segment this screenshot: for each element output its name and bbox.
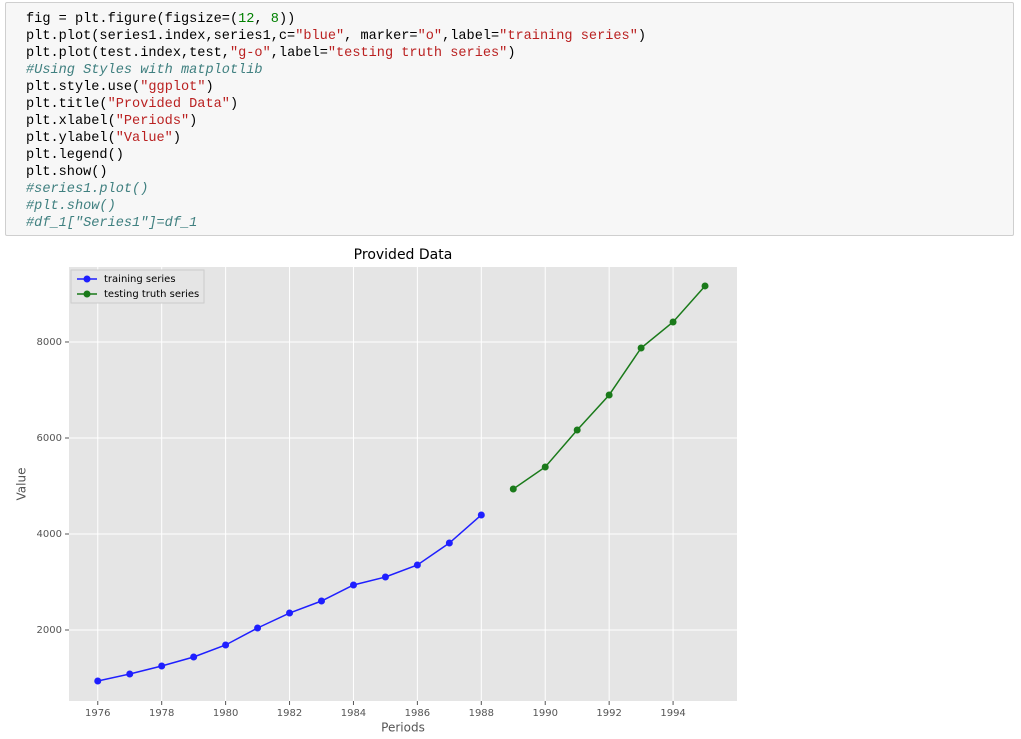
code-line: plt.plot(series1.index,series1,c="blue",… — [26, 29, 647, 44]
legend-label: testing truth series — [104, 289, 199, 300]
x-tick-label: 1988 — [469, 708, 494, 719]
data-point — [126, 670, 134, 678]
data-point — [573, 426, 581, 434]
x-tick-label: 1976 — [85, 708, 110, 719]
y-axis-label: Value — [15, 468, 29, 501]
code-line: plt.xlabel("Periods") — [26, 114, 198, 129]
code: fig = plt.figure(figsize=(12, 8)) plt.plo… — [26, 11, 646, 232]
code-line: #series1.plot() — [26, 181, 646, 198]
y-tick-label: 8000 — [37, 337, 62, 348]
chart: Provided Data Periods Value 1976 1978 1980 198… — [15, 247, 737, 735]
code-line: #df_1["Series1"]=df_1 — [26, 215, 646, 232]
data-point — [413, 561, 421, 569]
code-token: "Value" — [115, 131, 173, 146]
x-tick-label: 1978 — [149, 708, 174, 719]
data-point — [222, 641, 230, 649]
code-token: "o" — [417, 29, 443, 44]
code-token: 8 — [270, 12, 279, 27]
x-tick-label: 1986 — [405, 708, 430, 719]
x-tick-label: 1994 — [660, 708, 685, 719]
code-token: #Using Styles with matplotlib — [26, 63, 263, 78]
data-point — [349, 581, 357, 589]
code-line: #plt.show() — [26, 198, 646, 215]
code-line: plt.title("Provided Data") — [26, 97, 239, 112]
code-line: plt.show() — [26, 165, 108, 180]
code-line: fig = plt.figure(figsize=(12, 8)) — [26, 12, 296, 27]
code-line: plt.style.use("ggplot") — [26, 80, 214, 95]
legend-label: training series — [104, 274, 176, 285]
legend-box — [70, 269, 205, 304]
data-point — [381, 573, 389, 581]
data-point — [158, 662, 166, 670]
code-token: #series1.plot() — [26, 182, 149, 197]
code-line: plt.ylabel("Value") — [26, 131, 182, 146]
code-cell[interactable]: fig = plt.figure(figsize=(12, 8)) plt.plo… — [5, 2, 1014, 236]
y-tick-label: 2000 — [37, 625, 62, 636]
data-point — [701, 282, 709, 290]
code-token: "training series" — [499, 29, 638, 44]
data-point — [445, 539, 453, 547]
code-token: "g-o" — [229, 46, 271, 61]
y-tick-label: 4000 — [37, 529, 62, 540]
legend-marker — [83, 275, 91, 283]
code-token: "blue" — [295, 29, 345, 44]
x-tick-label: 1992 — [596, 708, 621, 719]
code-token: "Provided Data" — [107, 97, 230, 112]
data-point — [190, 653, 198, 661]
data-point — [541, 463, 549, 471]
code-line: plt.legend() — [26, 148, 124, 163]
legend-marker — [83, 290, 91, 298]
data-point — [669, 318, 677, 326]
chart-title: Provided Data — [354, 247, 453, 263]
code-token: #plt.show() — [26, 199, 116, 214]
code-line: #Using Styles with matplotlib — [26, 62, 646, 79]
x-tick-label: 1984 — [341, 708, 366, 719]
code-token: 12 — [238, 12, 255, 27]
data-point — [317, 597, 325, 605]
code-token: #df_1["Series1"]=df_1 — [26, 216, 198, 231]
data-point — [477, 511, 485, 519]
code-token: "Periods" — [115, 114, 190, 129]
plot-area — [69, 267, 737, 701]
legend: training series testing truth series — [70, 269, 205, 304]
x-tick-label: 1982 — [277, 708, 302, 719]
data-point — [509, 485, 517, 493]
data-point — [605, 391, 613, 399]
data-point — [286, 609, 294, 617]
data-point — [637, 344, 645, 352]
data-point — [254, 624, 262, 632]
code-token: "testing truth series" — [327, 46, 508, 61]
code-line: plt.plot(test.index,test,"g-o",label="te… — [26, 46, 516, 61]
x-axis-label: Periods — [381, 721, 425, 735]
y-tick-label: 6000 — [37, 433, 62, 444]
x-tick-label: 1980 — [213, 708, 238, 719]
x-tick-label: 1990 — [533, 708, 558, 719]
data-point — [94, 677, 102, 685]
code-token: "ggplot" — [140, 80, 206, 95]
